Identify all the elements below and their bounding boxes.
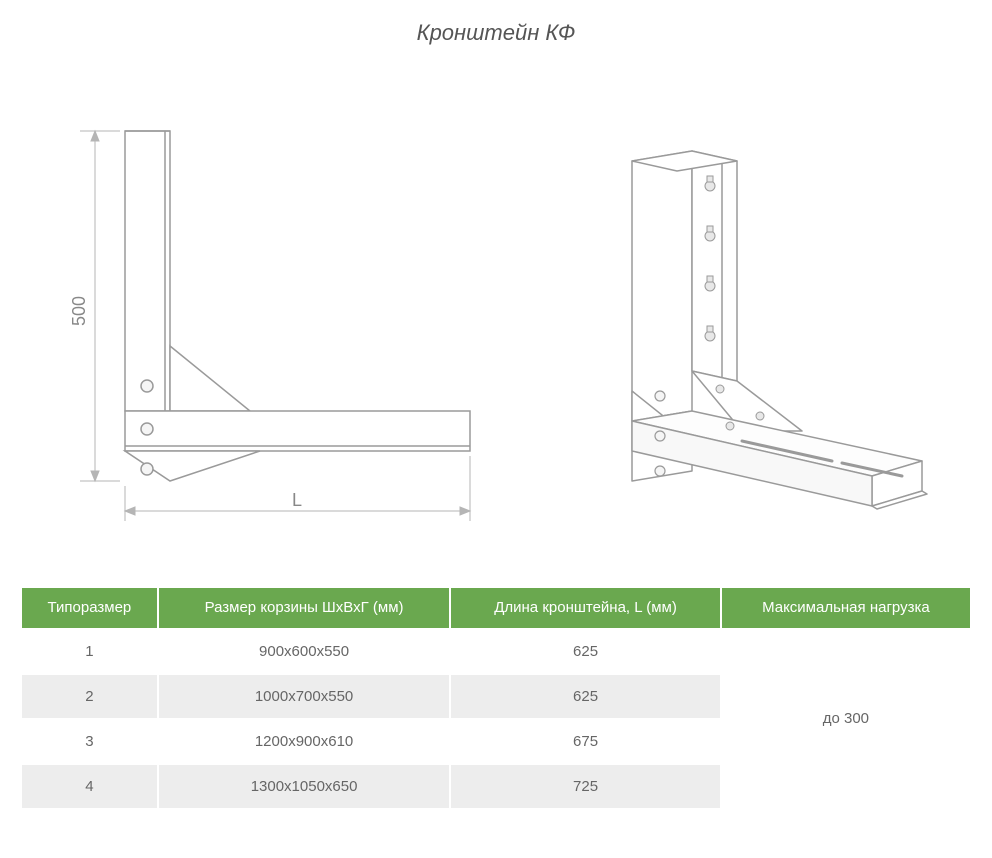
dim-vertical-label: 500 [69, 296, 89, 326]
page-title: Кронштейн КФ [20, 20, 972, 46]
cell-length: 725 [451, 765, 719, 808]
table-row: 1 900x600x550 625 до 300 [22, 630, 970, 673]
cell-basket: 1200x900x610 [159, 720, 450, 763]
spec-table: Типоразмер Размер корзины ШхВхГ (мм) Дли… [20, 586, 972, 810]
cell-basket: 900x600x550 [159, 630, 450, 673]
cell-basket: 1300x1050x650 [159, 765, 450, 808]
col-size: Типоразмер [22, 588, 157, 628]
cell-size: 4 [22, 765, 157, 808]
col-maxload: Максимальная нагрузка [722, 588, 970, 628]
dim-horizontal-label: L [292, 490, 302, 510]
bracket-2d-drawing: 500 L [40, 111, 490, 531]
bracket-3d-drawing [572, 131, 952, 511]
cell-length: 625 [451, 630, 719, 673]
col-length: Длина кронштейна, L (мм) [451, 588, 719, 628]
cell-length: 675 [451, 720, 719, 763]
cell-size: 2 [22, 675, 157, 718]
cell-maxload: до 300 [722, 630, 970, 808]
drawings-container: 500 L [20, 86, 972, 556]
cell-length: 625 [451, 675, 719, 718]
cell-size: 1 [22, 630, 157, 673]
col-basket: Размер корзины ШхВхГ (мм) [159, 588, 450, 628]
cell-size: 3 [22, 720, 157, 763]
cell-basket: 1000x700x550 [159, 675, 450, 718]
